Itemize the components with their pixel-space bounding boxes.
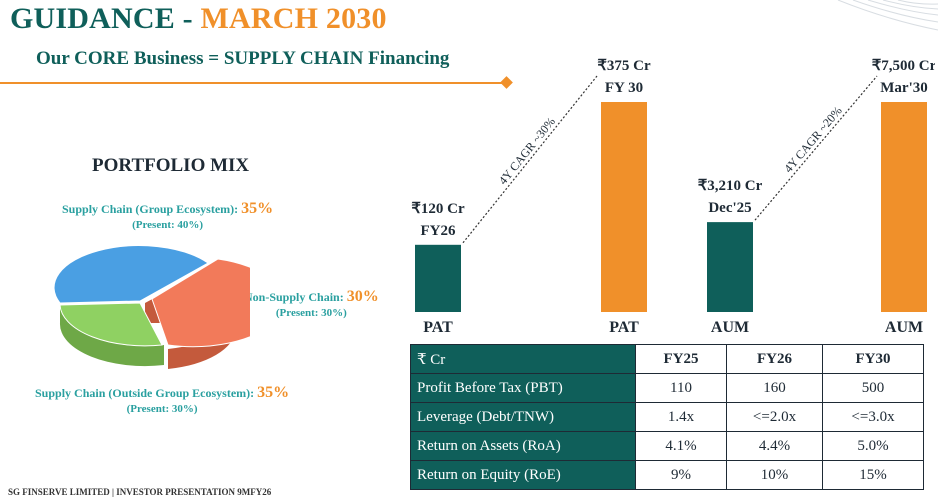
title-divider [0,82,505,84]
cell-value: 5.0% [822,431,924,461]
bar-period-label: FY 30 [605,80,643,96]
bar-period-label: Dec'25 [708,200,751,216]
segment-present: (Present: 40%) [132,219,204,231]
bar-category-label: PAT [423,319,453,336]
cell-value: <=3.0x [822,402,924,432]
header-fy25: FY25 [635,344,727,374]
title-part-date: MARCH 2030 [200,2,387,35]
bar-category-label: PAT [609,319,639,336]
page-title: GUIDANCE - MARCH 2030 [10,2,387,36]
cell-value: 9% [635,460,727,490]
page-subtitle: Our CORE Business = SUPPLY CHAIN Financi… [36,48,450,69]
header-fy30: FY30 [822,344,924,374]
cell-value: 10% [726,460,823,490]
table-header-row: ₹ Cr FY25 FY26 FY30 [410,344,924,374]
portfolio-title: PORTFOLIO MIX [92,155,250,176]
footer: SG FINSERVE LIMITED | INVESTOR PRESENTAT… [8,487,272,497]
segment-pct: 35% [241,200,274,217]
corner-decoration [837,0,938,31]
bar-category-label: AUM [711,319,749,336]
segment-name: Non-Supply Chain: [244,290,344,304]
segment-present: (Present: 30%) [275,307,347,319]
row-metric: Profit Before Tax (PBT) [410,373,636,403]
cell-value: 4.4% [726,431,823,461]
bar-pat-target [601,102,647,312]
cell-value: 500 [822,373,924,403]
title-part-guidance: GUIDANCE - [10,2,201,35]
bar-value-label: ₹120 Cr [411,201,465,217]
cell-value: <=2.0x [726,402,823,432]
bar-aum-current [707,222,753,312]
guidance-table: ₹ Cr FY25 FY26 FY30 Profit Before Tax (P… [410,344,924,490]
pie-depth-non-supply-front [168,309,236,369]
segment-label-non-supply: Non-Supply Chain: 30% (Present: 30%) [244,288,379,319]
bar-value-label: ₹3,210 Cr [698,178,763,194]
pat-cagr-label: 4Y CAGR ~30% [496,115,558,188]
bar-period-label: FY26 [421,223,456,239]
aum-cagr-label: 4Y CAGR ~20% [781,104,845,176]
bar-value-label: ₹7,500 Cr [872,58,935,74]
portfolio-pie-chart [53,245,250,369]
cell-value: 4.1% [635,431,727,461]
cell-value: 110 [635,373,727,403]
pie-slice-outside-group [59,302,163,347]
table-row: Profit Before Tax (PBT) 110 160 500 [410,373,924,403]
cell-value: 15% [822,460,924,490]
row-metric: Leverage (Debt/TNW) [410,402,636,432]
segment-pct: 30% [346,288,379,305]
cell-value: 1.4x [635,402,727,432]
table-row: Leverage (Debt/TNW) 1.4x <=2.0x <=3.0x [410,402,924,432]
table-row: Return on Equity (RoE) 9% 10% 15% [410,460,924,490]
bar-aum-target [881,102,927,312]
segment-name: Supply Chain (Group Ecosystem): [62,202,239,216]
header-unit: ₹ Cr [410,344,636,374]
pie-slice-group-ecosystem [53,245,209,304]
row-metric: Return on Assets (RoA) [410,431,636,461]
segment-label-outside-group: Supply Chain (Outside Group Ecosystem): … [35,384,289,415]
segment-name: Supply Chain (Outside Group Ecosystem): [35,386,255,400]
segment-label-group-ecosystem: Supply Chain (Group Ecosystem): 35% (Pre… [62,200,273,231]
segment-present: (Present: 30%) [126,403,198,415]
pie-depth-outside-group [59,303,164,367]
table-row: Return on Assets (RoA) 4.1% 4.4% 5.0% [410,431,924,461]
guidance-bar-chart: ₹120 Cr FY26 PAT ₹375 Cr FY 30 PAT ₹3,210 Cr De… [411,58,935,336]
bar-period-label: Mar'30 [880,80,927,96]
bar-value-label: ₹375 Cr [597,58,651,74]
pie-slice-non-supply [151,258,250,348]
row-metric: Return on Equity (RoE) [410,460,636,490]
pat-cagr-line [462,75,598,244]
header-fy26: FY26 [726,344,823,374]
bar-pat-current [415,244,461,312]
aum-cagr-line [754,75,878,221]
segment-pct: 35% [257,384,290,401]
bar-category-label: AUM [885,319,923,336]
cell-value: 160 [726,373,823,403]
